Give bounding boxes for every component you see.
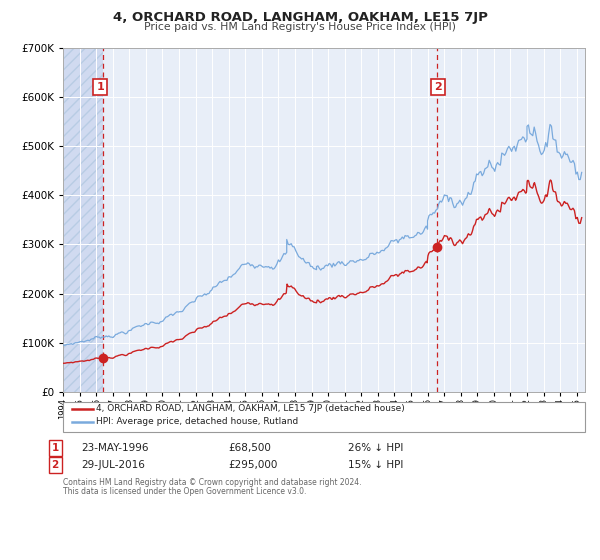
Text: 2: 2: [434, 82, 442, 92]
Text: Price paid vs. HM Land Registry's House Price Index (HPI): Price paid vs. HM Land Registry's House …: [144, 22, 456, 32]
Text: £295,000: £295,000: [228, 460, 277, 470]
Text: This data is licensed under the Open Government Licence v3.0.: This data is licensed under the Open Gov…: [63, 487, 307, 496]
Text: 4, ORCHARD ROAD, LANGHAM, OAKHAM, LE15 7JP: 4, ORCHARD ROAD, LANGHAM, OAKHAM, LE15 7…: [113, 11, 487, 24]
Text: 4, ORCHARD ROAD, LANGHAM, OAKHAM, LE15 7JP (detached house): 4, ORCHARD ROAD, LANGHAM, OAKHAM, LE15 7…: [96, 404, 405, 413]
Text: 1: 1: [96, 82, 104, 92]
Text: 15% ↓ HPI: 15% ↓ HPI: [348, 460, 403, 470]
Text: 29-JUL-2016: 29-JUL-2016: [81, 460, 145, 470]
Bar: [63, 48, 103, 392]
Bar: [63, 48, 103, 392]
Text: 23-MAY-1996: 23-MAY-1996: [81, 443, 149, 453]
Text: 1: 1: [52, 443, 59, 453]
Text: Contains HM Land Registry data © Crown copyright and database right 2024.: Contains HM Land Registry data © Crown c…: [63, 478, 361, 487]
Text: £68,500: £68,500: [228, 443, 271, 453]
Text: 2: 2: [52, 460, 59, 470]
Text: 26% ↓ HPI: 26% ↓ HPI: [348, 443, 403, 453]
Text: HPI: Average price, detached house, Rutland: HPI: Average price, detached house, Rutl…: [96, 417, 298, 426]
